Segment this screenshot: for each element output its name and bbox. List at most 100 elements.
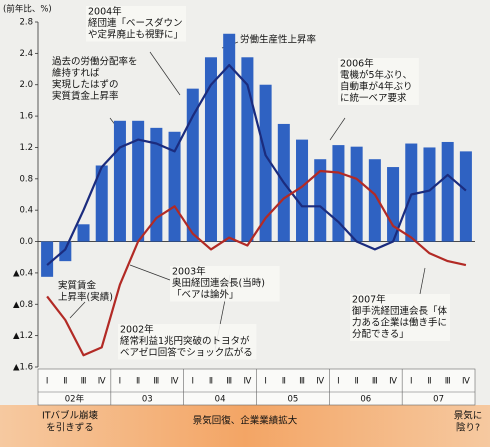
annotation-box: [86, 6, 186, 42]
annotation: 維持すれば: [52, 67, 100, 79]
annotation: 経常利益1兆円突破のトヨタが: [120, 335, 250, 347]
annotation: ベアゼロ回答でショック広がる: [120, 347, 253, 359]
annotation: 経団連「ベースダウン: [88, 17, 183, 29]
phase-label: 景気に: [454, 410, 483, 422]
bar: [296, 139, 309, 242]
bar: [459, 151, 472, 242]
year-label: 04: [215, 395, 226, 405]
x-tick-label: Ⅲ: [153, 377, 159, 387]
bar: [41, 241, 54, 277]
annotation: 2007年: [352, 294, 386, 306]
x-tick-label: Ⅱ: [427, 377, 431, 387]
x-tick-label: Ⅱ: [282, 377, 286, 387]
annotation: 力ある企業は働き手に: [352, 317, 447, 329]
annotation: 御手洗経団連会長「体: [352, 305, 448, 317]
x-tick-label: Ⅲ: [372, 377, 378, 387]
bar: [113, 120, 126, 242]
bar: [77, 224, 90, 242]
annotation-box: [338, 58, 419, 105]
year-label: 06: [360, 395, 371, 405]
bar: [423, 147, 436, 242]
y-tick-label: 0.0: [19, 237, 33, 247]
annotation-box: [170, 266, 280, 302]
annotation: 2006年: [340, 58, 374, 70]
y-unit: (前年比、%): [3, 4, 52, 15]
phase-band: [0, 405, 490, 447]
x-tick-label: Ⅰ: [337, 377, 340, 387]
phase-label: 景気回復、企業業績拡大: [193, 415, 298, 427]
x-tick-label: Ⅳ: [389, 377, 397, 387]
bar: [186, 88, 199, 242]
x-tick-label: Ⅱ: [209, 377, 213, 387]
x-tick-label: Ⅳ: [316, 377, 324, 387]
year-label: 05: [288, 395, 299, 405]
annotation: 労働生産性上昇率: [240, 34, 317, 46]
x-tick-label: Ⅳ: [171, 377, 179, 387]
annotation: 上昇率(実績): [58, 291, 113, 303]
bar: [441, 141, 454, 242]
annotation: 実現したはずの: [52, 79, 119, 91]
bar: [332, 145, 345, 242]
annotation: 「ベアは論外」: [172, 289, 239, 301]
bar: [350, 146, 363, 242]
annotation: 分配できる」: [352, 329, 409, 340]
x-tick-label: Ⅳ: [462, 377, 470, 387]
annotation: 奥田経団連会長(当時): [172, 277, 265, 289]
bar: [314, 159, 327, 242]
annotation-box: [118, 324, 257, 360]
x-tick-label: Ⅲ: [81, 377, 87, 387]
annotation: や定昇廃止も視野に」: [88, 29, 183, 41]
annotation: 2003年: [172, 266, 206, 278]
x-tick-label: Ⅲ: [299, 377, 305, 387]
bar: [259, 84, 272, 242]
x-tick-label: Ⅰ: [264, 377, 267, 387]
bar: [387, 167, 400, 242]
x-tick-label: Ⅲ: [226, 377, 232, 387]
y-tick-label: ▲1.2: [13, 331, 33, 341]
bar: [168, 131, 181, 242]
bar: [223, 33, 236, 242]
y-tick-label: ▲1.6: [13, 363, 33, 373]
year-label: 03: [142, 395, 153, 405]
y-tick-label: 0.8: [19, 174, 33, 184]
y-tick-label: 1.6: [19, 112, 33, 122]
bar: [241, 57, 254, 242]
x-tick-label: Ⅰ: [410, 377, 413, 387]
phase-label: を引きずる: [46, 423, 94, 434]
annotation: 2004年: [88, 6, 122, 18]
line-series: [46, 63, 467, 266]
y-tick-label: 1.2: [19, 143, 33, 153]
y-tick-label: 2.8: [19, 18, 33, 28]
annotation: 2002年: [120, 324, 154, 336]
annotation: に統一ベア要求: [340, 92, 407, 104]
x-tick-label: Ⅱ: [63, 377, 67, 387]
annotation-box: [350, 294, 450, 341]
x-tick-label: Ⅲ: [445, 377, 451, 387]
annotation: 実質賃金上昇率: [52, 90, 119, 102]
x-tick-label: Ⅰ: [192, 377, 195, 387]
annotation: 過去の労働分配率を: [52, 56, 138, 68]
x-tick-label: Ⅳ: [98, 377, 106, 387]
year-label: 02年: [65, 394, 85, 405]
y-tick-label: 2.4: [19, 49, 33, 59]
bar: [405, 143, 418, 242]
bar: [368, 159, 381, 242]
y-tick-label: ▲0.4: [13, 268, 33, 278]
x-tick-label: Ⅳ: [243, 377, 251, 387]
annotation: 電機が5年ぶり、: [340, 69, 412, 81]
x-tick-label: Ⅰ: [46, 377, 49, 387]
x-tick-label: Ⅰ: [119, 377, 122, 387]
x-tick-label: Ⅱ: [355, 377, 359, 387]
bar: [95, 165, 108, 242]
x-tick-label: Ⅱ: [136, 377, 140, 387]
bar: [132, 120, 145, 242]
phase-label: 陰り?: [456, 422, 480, 434]
line-series: [46, 169, 467, 357]
annotation: 自動車が4年ぶり: [340, 81, 413, 93]
bar: [150, 127, 163, 242]
y-tick-label: 2.0: [19, 80, 33, 90]
bar: [204, 57, 217, 242]
y-tick-label: ▲0.8: [13, 300, 33, 310]
year-label: 07: [433, 395, 444, 405]
